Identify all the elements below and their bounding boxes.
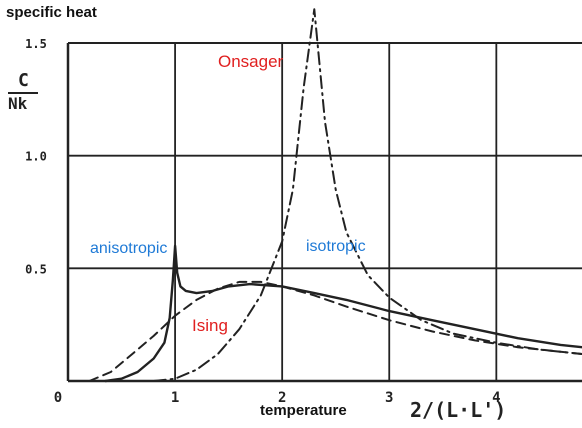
- y-tick-label: 1.0: [25, 150, 47, 164]
- anisotropic-annotation: anisotropic: [90, 240, 168, 257]
- y-axis-label-numerator: C: [18, 70, 29, 91]
- chart-header: specific heat: [6, 4, 97, 21]
- x-tick-label: 4: [492, 390, 500, 406]
- ising-annotation: Ising: [192, 316, 228, 335]
- x-axis-unit-label: 2/(L·L'): [410, 398, 507, 422]
- series-line-anisotropic: [104, 244, 582, 383]
- x-tick-label: 3: [385, 390, 393, 406]
- series-line-ising: [152, 8, 582, 382]
- x-tick-label: 0: [54, 390, 62, 406]
- series-line-isotropic: [88, 280, 582, 382]
- y-tick-label: 0.5: [25, 262, 47, 276]
- y-axis-fraction-bar: [8, 92, 38, 94]
- onsager-annotation: Onsager: [218, 52, 284, 71]
- x-tick-label: 2: [278, 390, 286, 406]
- y-tick-label: 1.5: [25, 37, 47, 51]
- isotropic-annotation: isotropic: [306, 238, 366, 255]
- x-axis-label: temperature: [260, 402, 347, 419]
- y-axis-label-denominator: Nk: [8, 94, 28, 113]
- x-tick-label: 1: [171, 390, 179, 406]
